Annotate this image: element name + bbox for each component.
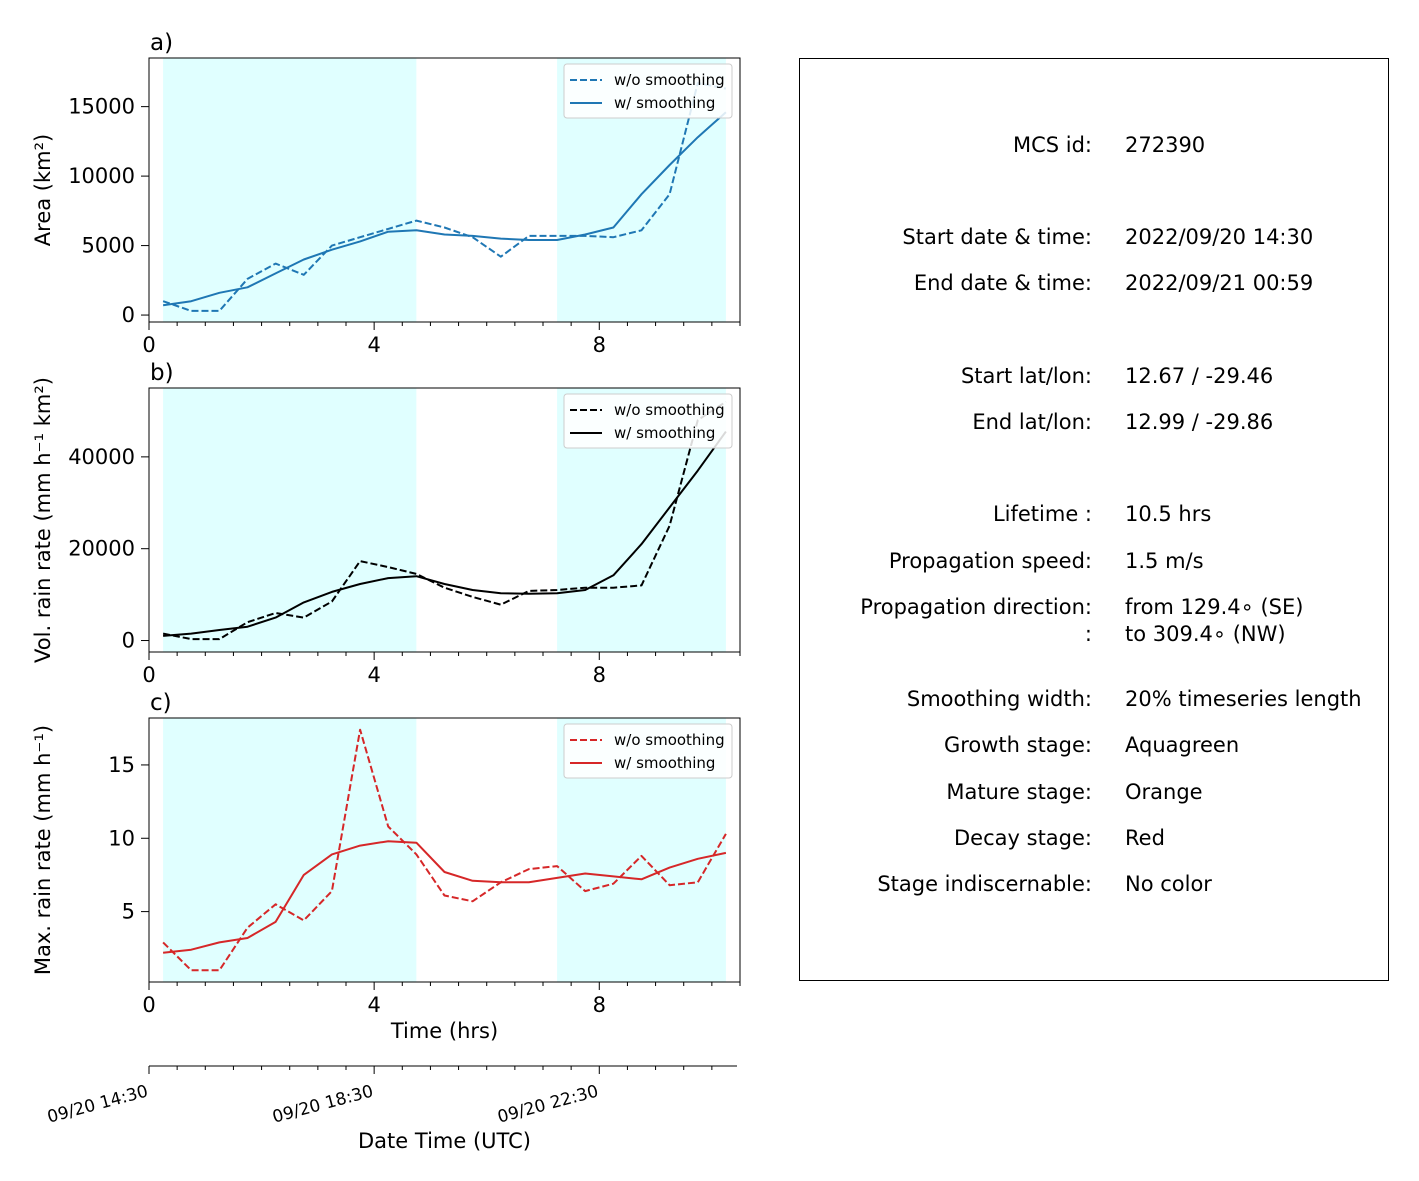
direction-from-value: from 129.4∘ (SE) (1125, 595, 1304, 619)
y-tick-label: 15 (108, 753, 135, 777)
smoothing-label: Smoothing width: (906, 687, 1092, 711)
lifetime-value: 10.5 hrs (1125, 502, 1212, 526)
mature-value: Orange (1125, 780, 1203, 804)
direction-label: Propagation direction: (860, 595, 1092, 619)
indisc-label: Stage indiscernable: (877, 872, 1092, 896)
series-line-smoothed (163, 431, 727, 637)
speed-label: Propagation speed: (888, 549, 1092, 573)
datetime-axis-label: Date Time (UTC) (358, 1129, 531, 1153)
x-tick-label: 0 (142, 993, 155, 1017)
y-tick-label: 10000 (68, 164, 135, 188)
stage-shade-0 (163, 388, 417, 652)
panel-label: b) (150, 360, 174, 386)
growth-value: Aquagreen (1125, 733, 1240, 757)
y-tick-label: 5000 (82, 234, 135, 258)
y-tick-label: 5 (122, 900, 135, 924)
legend-box (563, 393, 733, 449)
legend: w/o smoothing w/ smoothing (563, 723, 733, 779)
stage-shade-0 (163, 718, 417, 982)
indisc-value: No color (1125, 872, 1212, 896)
series-line-smoothed (162, 840, 727, 954)
direction-to-value: to 309.4∘ (NW) (1125, 622, 1286, 646)
x-tick-label: 4 (367, 993, 380, 1017)
end-time-value: 2022/09/21 00:59 (1125, 271, 1314, 295)
legend-box (563, 63, 733, 119)
panel-label: c) (150, 690, 172, 716)
x-tick-label: 8 (593, 993, 606, 1017)
series-line-raw (162, 400, 727, 641)
decay-value: Red (1125, 826, 1165, 850)
start-time-value: 2022/09/20 14:30 (1125, 225, 1314, 249)
y-tick-label: 0 (122, 303, 135, 327)
x-axis-label: Time (hrs) (390, 1019, 498, 1043)
stage-shade-0 (163, 58, 417, 322)
smoothing-value: 20% timeseries length (1125, 687, 1362, 711)
x-tick-label: 4 (367, 663, 380, 687)
panel-a: 0 4 8 0 5000 10000 15000 a) Area (km²) w/o smooth… (31, 30, 741, 357)
start-latlon-label: Start lat/lon: (960, 364, 1092, 388)
mature-label: Mature stage: (946, 780, 1092, 804)
legend-label: w/o smoothing (614, 71, 725, 89)
series-line-raw (162, 82, 727, 312)
legend-label: w/ smoothing (614, 754, 715, 772)
panel-c: 0 4 8 5 10 15 c) Max. rain rate (mm h⁻¹) Time (h… (31, 690, 741, 1043)
legend: w/o smoothing w/ smoothing (563, 393, 733, 449)
mcs-id-value: 272390 (1125, 133, 1206, 157)
x-tick-label: 8 (593, 663, 606, 687)
start-time-label: Start date & time: (902, 225, 1092, 249)
y-tick-label: 20000 (68, 537, 135, 561)
mcs-id-label: MCS id: (1012, 133, 1092, 157)
mcs-info-panel: MCS id: 272390 Start date & time: 2022/0… (799, 58, 1389, 981)
legend-box (563, 723, 733, 779)
plot-frame (148, 717, 741, 983)
x-tick-label: 8 (593, 333, 606, 357)
plot-frame (148, 57, 741, 323)
y-axis-label: Max. rain rate (mm h⁻¹) (31, 725, 55, 975)
panel-b: 0 4 8 0 20000 40000 b) Vol. rain rate (mm h⁻¹ k… (31, 360, 741, 687)
legend-label: w/ smoothing (614, 424, 715, 442)
end-latlon-label: End lat/lon: (972, 410, 1092, 434)
y-tick-label: 15000 (68, 95, 135, 119)
y-tick-label: 0 (122, 629, 135, 653)
series-line-raw (162, 728, 727, 972)
x-tick-label: 4 (367, 333, 380, 357)
datetime-tick-label: 09/20 18:30 (270, 1082, 375, 1128)
speed-value: 1.5 m/s (1125, 549, 1204, 573)
lifetime-label: Lifetime : (992, 502, 1092, 526)
plot-frame (148, 387, 741, 653)
end-latlon-value: 12.99 / -29.86 (1125, 410, 1274, 434)
y-axis-label: Area (km²) (31, 134, 55, 246)
y-tick-label: 10 (108, 826, 135, 850)
y-tick-label: 40000 (68, 445, 135, 469)
datetime-tick-label: 09/20 14:30 (45, 1082, 150, 1128)
legend: w/o smoothing w/ smoothing (563, 63, 733, 119)
end-time-label: End date & time: (913, 271, 1092, 295)
series-line-smoothed (162, 111, 727, 307)
y-axis-label: Vol. rain rate (mm h⁻¹ km²) (31, 377, 55, 663)
legend-label: w/ smoothing (614, 94, 715, 112)
x-tick-label: 0 (142, 333, 155, 357)
decay-label: Decay stage: (954, 826, 1092, 850)
datetime-tick-label: 09/20 22:30 (496, 1082, 601, 1128)
start-latlon-value: 12.67 / -29.46 (1125, 364, 1274, 388)
legend-label: w/o smoothing (614, 731, 725, 749)
growth-label: Growth stage: (943, 733, 1092, 757)
direction-cont-label: : (1084, 622, 1092, 646)
panel-label: a) (150, 30, 173, 56)
x-tick-label: 0 (142, 663, 155, 687)
legend-label: w/o smoothing (614, 401, 725, 419)
